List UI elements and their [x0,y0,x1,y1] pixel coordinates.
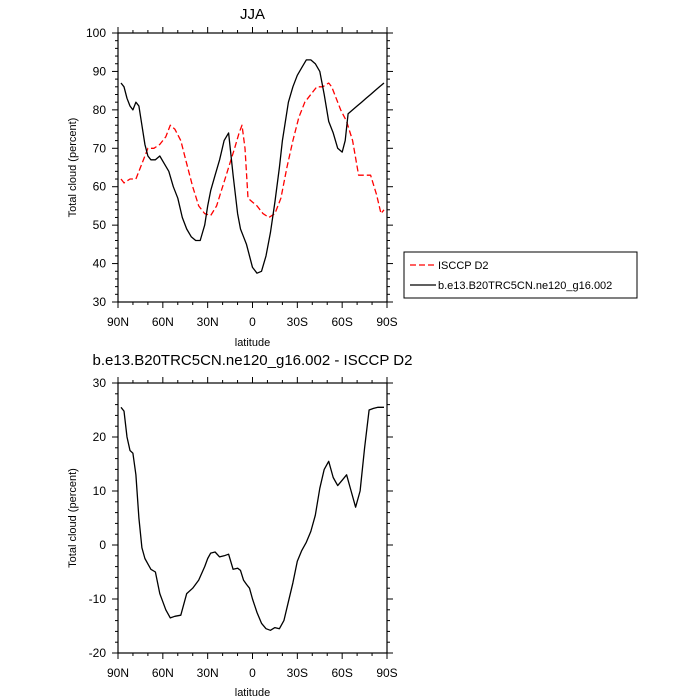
x-tick-label: 30S [287,315,308,329]
x-tick-label: 90N [107,666,129,680]
y-tick-label: 70 [93,141,107,155]
plot-frame [117,382,388,654]
y-tick-label: 100 [86,26,106,40]
y-tick-label: 0 [99,538,106,552]
x-tick-label: 0 [249,315,256,329]
plot-frame [117,32,388,303]
series-line-1 [120,406,384,631]
x-tick-label: 90N [107,315,129,329]
y-tick-label: -20 [89,646,107,660]
x-tick-label: 60N [152,315,174,329]
y-tick-label: 60 [93,180,107,194]
y-tick-label: 30 [93,376,107,390]
y-tick-label: 10 [93,484,107,498]
series-line-2 [120,59,385,274]
y-axis-title: Total cloud (percent) [67,468,79,568]
legend-label: b.e13.B20TRC5CN.ne120_g16.002 [438,280,612,292]
series-line-1 [120,82,385,219]
x-tick-label: 60S [331,666,352,680]
y-tick-label: 50 [93,218,107,232]
x-tick-label: 90S [376,666,397,680]
legend: ISCCP D2 b.e13.B20TRC5CN.ne120_g16.002 [403,251,638,299]
y-tick-label: 40 [93,257,107,271]
x-axis-title: latitude [235,687,270,699]
x-tick-label: 30S [287,666,308,680]
x-tick-label: 60N [152,666,174,680]
legend-box [403,251,638,299]
chart-panel-2: 90N 60N 30N 0 30S 60S 90S -20 -10 0 10 20 30 b.e13.B2… [67,352,412,699]
x-tick-label: 90S [376,315,397,329]
chart-panel-1: 90N 60N 30N 0 30S 60S 90S 30 40 50 60 70 80 90 100 JJA l… [67,6,638,349]
y-tick-label: 30 [93,295,107,309]
y-tick-label: 20 [93,430,107,444]
y-tick-label: -10 [89,592,107,606]
y-tick-label: 90 [93,64,107,78]
chart-title: JJA [240,6,265,23]
chart-title: b.e13.B20TRC5CN.ne120_g16.002 - ISCCP D2 [93,352,413,369]
y-tick-label: 80 [93,103,107,117]
x-tick-label: 30N [197,315,219,329]
x-axis-title: latitude [235,337,270,349]
x-tick-label: 30N [197,666,219,680]
x-tick-label: 0 [249,666,256,680]
x-tick-label: 60S [331,315,352,329]
legend-label: ISCCP D2 [438,260,489,272]
y-axis-title: Total cloud (percent) [67,118,79,218]
